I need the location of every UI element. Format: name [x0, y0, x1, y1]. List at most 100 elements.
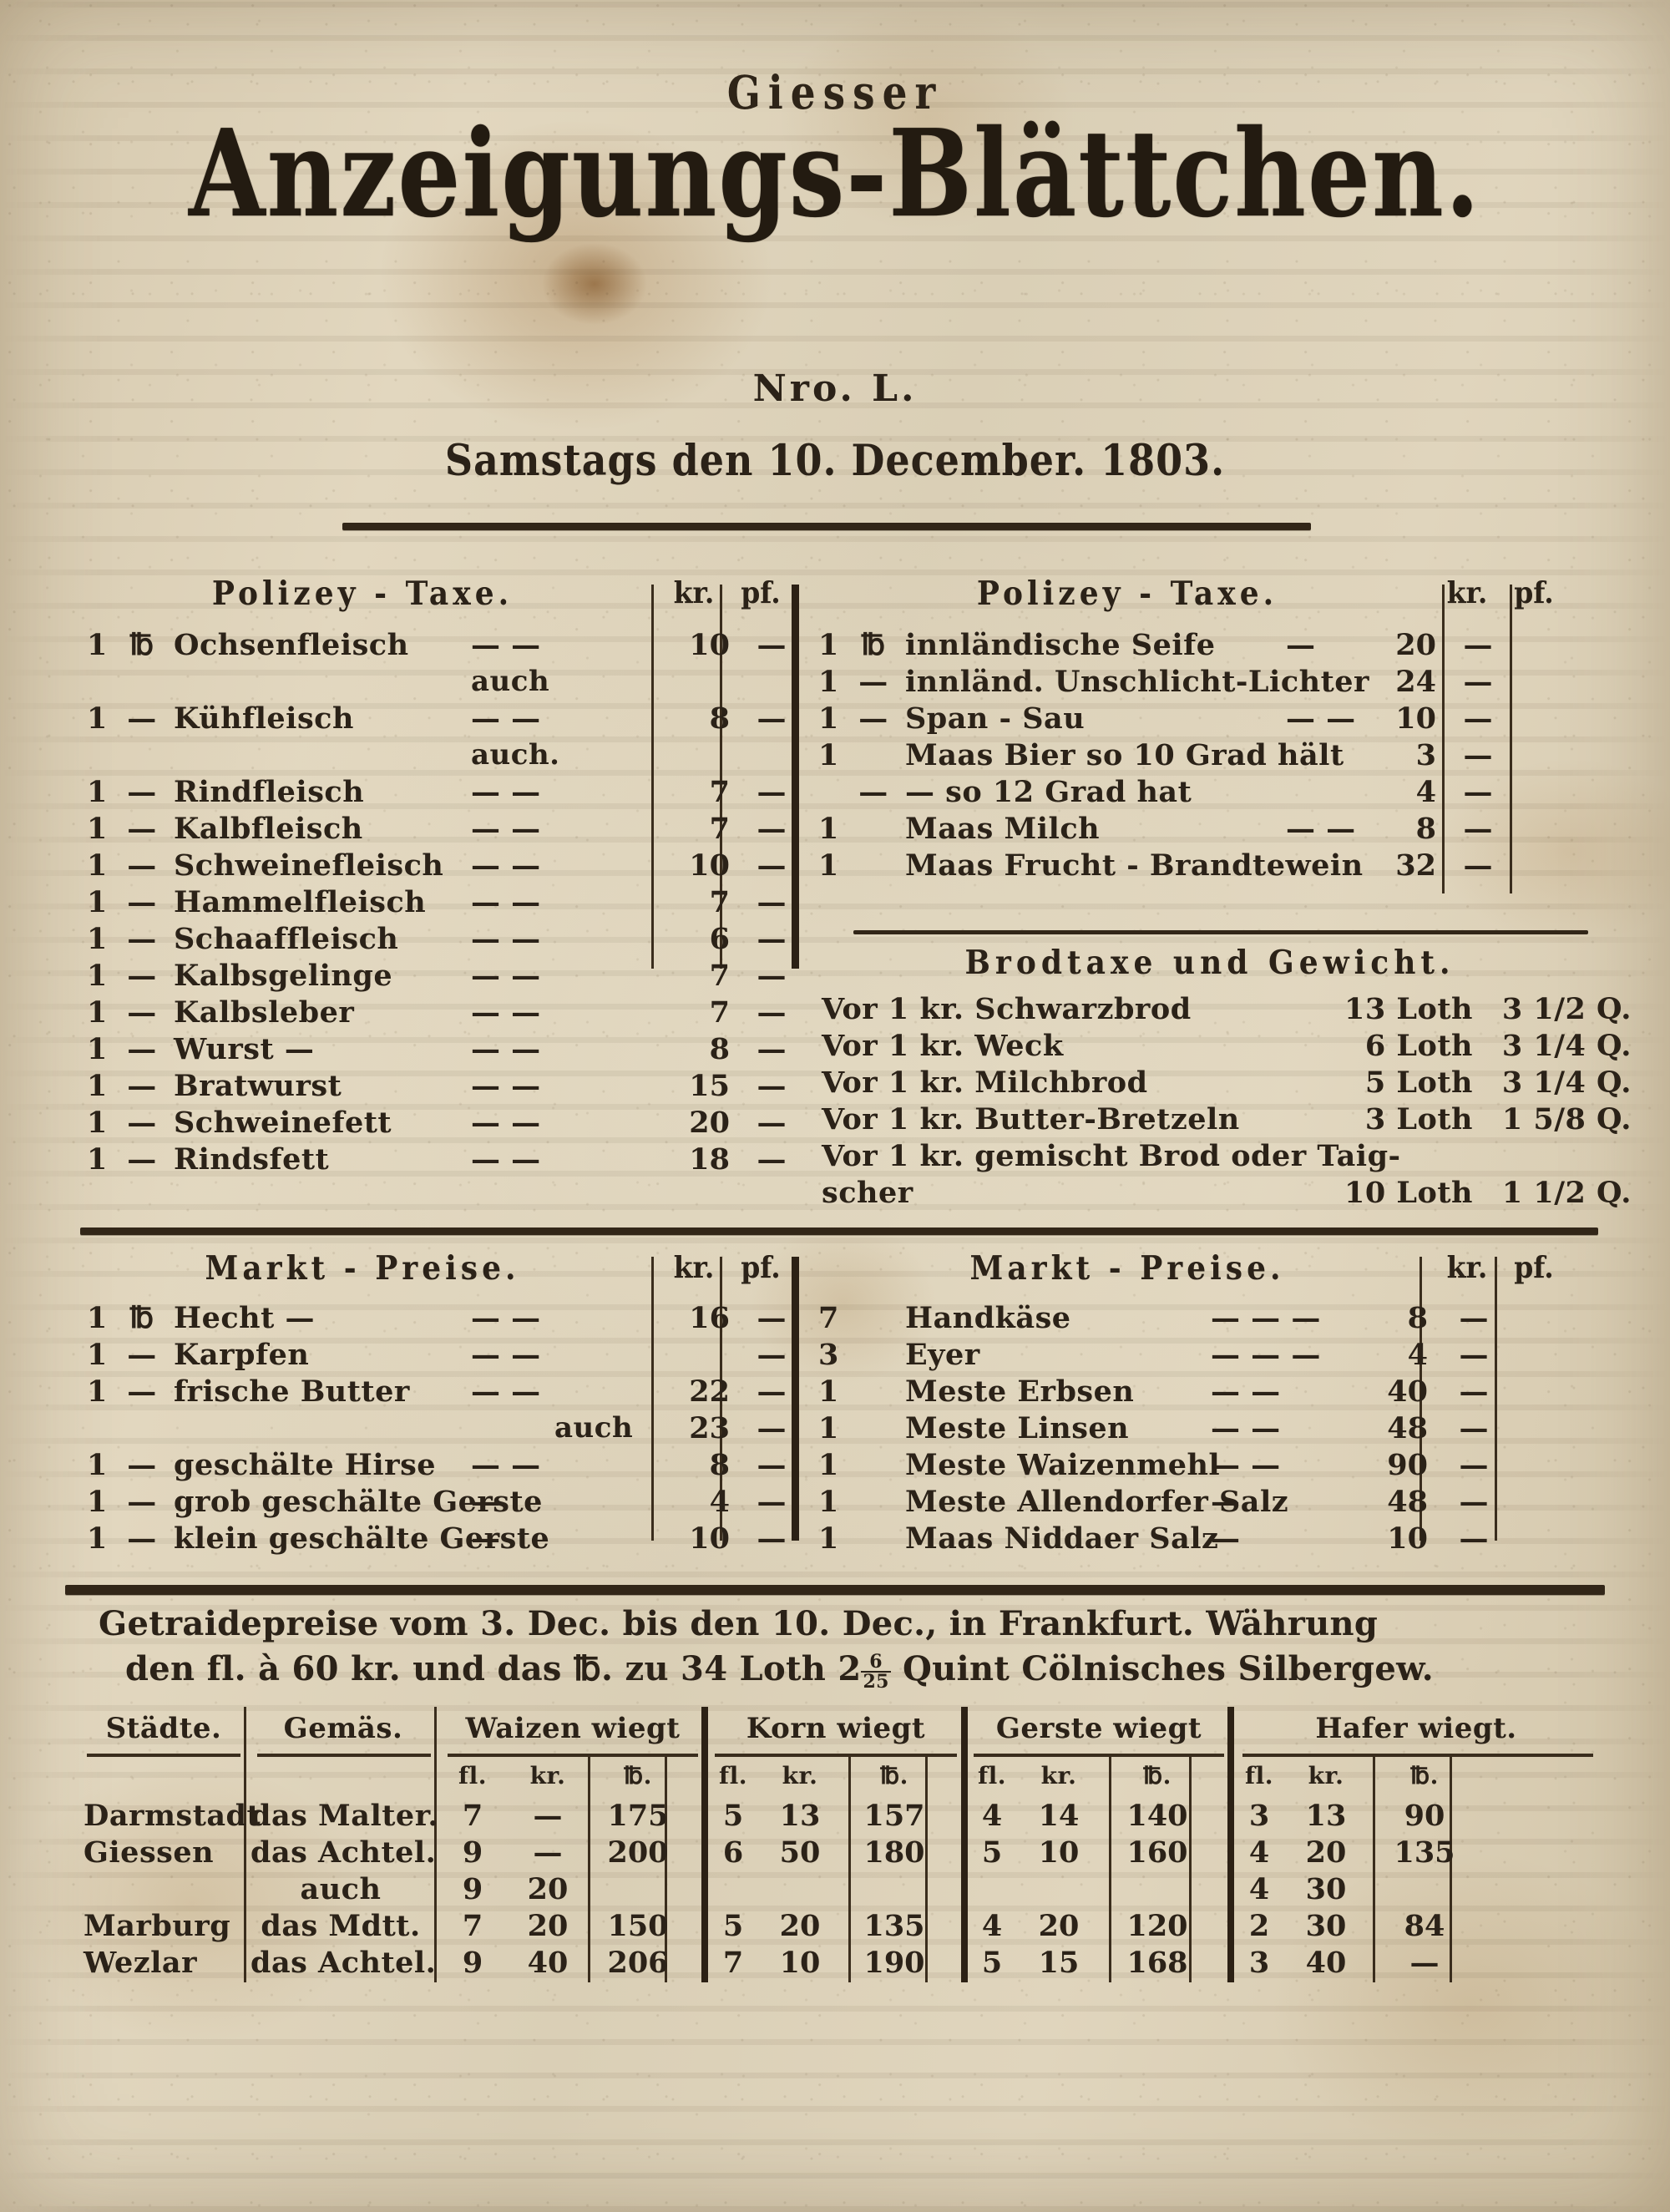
price-row-pf: — [757, 922, 787, 956]
price-row-qty: 1 [87, 1032, 108, 1066]
price-row-leader: — — [471, 959, 541, 993]
price-row-pf: — [1459, 1374, 1489, 1409]
price-row-kr: 7 [709, 885, 730, 919]
grain-gerste-value: 4 [981, 1799, 1003, 1833]
bread-tax-label: Vor 1 kr. gemischt Brod oder Taig- [822, 1139, 1401, 1173]
price-row-pf: — [1459, 1485, 1489, 1519]
market-left-rule-outer [792, 1257, 799, 1541]
price-row-kr: 8 [1407, 1301, 1428, 1335]
grain-hafer-value: 30 [1305, 1872, 1347, 1906]
price-row-leader: — — [471, 1301, 541, 1335]
grain-column-rule [925, 1754, 928, 1982]
price-row-kr: 40 [1387, 1374, 1428, 1409]
price-row: 1— klein geschälte Gerste —10— [87, 1521, 822, 1558]
bread-tax-label: Vor 1 kr. Weck [822, 1029, 1064, 1063]
price-row: 1 Meste Erbsen — — 40 — [818, 1374, 1595, 1411]
price-row-kr: 7 [709, 812, 730, 846]
price-row-name: Hecht — [174, 1301, 315, 1335]
price-row-note: auch. [471, 738, 560, 772]
grain-gerste-value: 14 [1038, 1799, 1080, 1833]
price-row-kr: 3 [1415, 738, 1436, 772]
bread-tax-block: Brodtaxe und Gewicht. Vor 1 kr. Schwarzb… [822, 944, 1632, 1212]
price-row-pf: — [757, 848, 787, 883]
bread-tax-row: Vor 1 kr. Schwarzbrod 13 Loth 3 1/2 Q. [822, 992, 1632, 1029]
price-row-qty: 1 [87, 848, 108, 883]
price-row-kr: 16 [689, 1301, 730, 1335]
price-row-pf: — [1459, 1338, 1489, 1372]
price-row-qty: 1 [87, 1106, 108, 1140]
price-row-unit: — [127, 1032, 157, 1066]
price-row-leader: — — [1286, 812, 1356, 846]
price-row-kr: 10 [689, 628, 730, 662]
price-row-leader: — — [471, 1448, 541, 1482]
grain-korn-value: 190 [863, 1946, 925, 1980]
price-row-unit: — [127, 1069, 157, 1103]
bread-tax-label: Vor 1 kr. Milchbrod [822, 1066, 1148, 1100]
grain-hafer-value: 3 [1248, 1799, 1270, 1833]
grain-city: Marburg [84, 1909, 231, 1943]
price-row-name: innländische Seife [905, 628, 1216, 662]
price-row-kr: 22 [689, 1374, 730, 1409]
price-row-pf: — [1463, 738, 1493, 772]
bread-tax-divider-rule [853, 930, 1588, 934]
price-row-leader: — — [1211, 1374, 1281, 1409]
price-row-qty: 1 [818, 1411, 839, 1445]
price-row-pf: — [757, 1448, 787, 1482]
price-row-kr: 4 [709, 1485, 730, 1519]
grain-gerste-value: 5 [981, 1946, 1003, 1980]
price-row-kr: 15 [689, 1069, 730, 1103]
price-row: 1 — Schweinefleisch — — 10 — [87, 848, 822, 885]
grain-korn-value: 20 [779, 1909, 821, 1943]
grain-waizen-value: 9 [462, 1872, 483, 1906]
price-row-pf: — [1459, 1521, 1489, 1556]
price-row-qty: 1 [87, 1142, 108, 1177]
price-row-leader: — [1211, 1521, 1241, 1556]
grain-hafer-value: 4 [1248, 1835, 1270, 1870]
grain-note-fraction: 6 25 [861, 1650, 891, 1693]
grain-gerste-value: 160 [1126, 1835, 1188, 1870]
grain-header-underline [974, 1754, 1224, 1757]
grain-korn-value: 7 [722, 1946, 744, 1980]
grain-city: Giessen [84, 1835, 215, 1870]
price-row-leader: — — — [1211, 1338, 1321, 1372]
police-tax-right-pf-header: pf. [1514, 575, 1554, 610]
price-row-name: Meste Linsen [905, 1411, 1130, 1445]
grain-subcol-header: kr. [529, 1762, 566, 1789]
price-row-name: Handkäse [905, 1301, 1071, 1335]
price-row: 1 — Span - Sau — — 10 — [818, 701, 1595, 738]
price-row-kr: 7 [709, 995, 730, 1030]
masthead-divider-rule [342, 523, 1311, 530]
price-row-name: Ochsenfleisch [174, 628, 409, 662]
price-row-name: innländ. Unschlicht-Lichter [905, 665, 1369, 699]
price-row-unit: — [858, 775, 888, 809]
price-row: 1— grob geschälte Gerste —4— [87, 1485, 822, 1521]
grain-col-header: Gerste wiegt [995, 1712, 1202, 1745]
price-row-qty: 3 [818, 1338, 839, 1372]
price-row-qty: 1 [87, 1485, 108, 1519]
price-row-qty: 1 [87, 812, 108, 846]
grain-city: Darmstadt [84, 1799, 261, 1833]
bread-tax-weight: 5 Loth [1364, 1066, 1473, 1100]
bread-tax-quint: 1 5/8 Q. [1501, 1102, 1632, 1136]
price-row-name: Span - Sau [905, 701, 1086, 736]
grain-hafer-value: 90 [1404, 1799, 1445, 1833]
price-row-name: Maas Milch [905, 812, 1101, 846]
grain-column-rule [1450, 1754, 1452, 1982]
price-row-unit: — [127, 1374, 157, 1409]
price-row-pf: — [757, 628, 787, 662]
grain-hafer-value: 20 [1305, 1835, 1347, 1870]
grain-subcol-header: fl. [458, 1762, 487, 1789]
grain-column-rule [1109, 1754, 1111, 1982]
grain-korn-value: 135 [863, 1909, 925, 1943]
price-row-pf: — [757, 775, 787, 809]
bread-tax-row: Vor 1 kr. gemischt Brod oder Taig- [822, 1139, 1598, 1176]
price-row-leader: — [1211, 1485, 1241, 1519]
price-row-name: frische Butter [174, 1374, 410, 1409]
price-row-pf: — [757, 995, 787, 1030]
grain-note-line-1: Getraidepreise vom 3. Dec. bis den 10. D… [99, 1604, 1379, 1643]
grain-waizen-value: 175 [607, 1799, 669, 1833]
grain-hafer-value: 3 [1248, 1946, 1270, 1980]
bread-tax-row: Vor 1 kr. Weck 6 Loth 3 1/4 Q. [822, 1029, 1632, 1066]
price-row-name: Kalbsgelinge [174, 959, 393, 993]
price-row: auch. [87, 738, 822, 775]
